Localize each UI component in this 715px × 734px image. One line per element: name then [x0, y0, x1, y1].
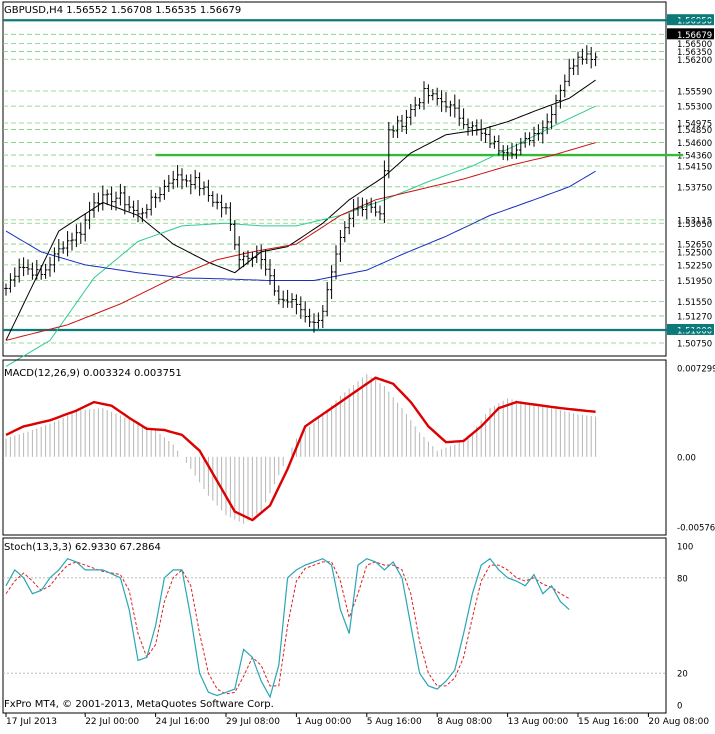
price-tick-label: 1.55590: [677, 88, 712, 98]
current-price-marker: [667, 28, 714, 40]
time-tick-label: 22 Jul 00:00: [85, 717, 139, 727]
price-tick-label: 1.52650: [677, 241, 712, 251]
copyright-label: FxPro MT4, © 2001-2013, MetaQuotes Softw…: [4, 699, 274, 710]
stoch-tick-label: 20: [677, 670, 688, 680]
time-tick-label: 29 Jul 08:00: [226, 717, 280, 727]
price-tick-label: 1.51000: [677, 326, 712, 336]
price-tick-label: 1.53750: [677, 183, 712, 193]
time-tick-label: 17 Jul 2013: [6, 717, 57, 727]
price-tick-label: 1.53050: [677, 220, 712, 230]
time-tick-label: 8 Aug 08:00: [437, 717, 492, 727]
time-axis: 17 Jul 2013 22 Jul 00:00 24 Jul 16:00 29 Ju…: [5, 713, 709, 727]
time-tick-label: 5 Aug 16:00: [367, 717, 422, 727]
macd-tick-label: 0.007299: [677, 365, 715, 375]
main-chart-title: GBPUSD,H4 1.56552 1.56708 1.56535 1.5667…: [4, 5, 241, 16]
price-tick-label: 1.55300: [677, 103, 712, 113]
macd-tick-label: 0.00: [677, 453, 696, 463]
price-tick-label: 1.56350: [677, 48, 712, 58]
macd-title: MACD(12,26,9) 0.003324 0.003751: [4, 368, 182, 379]
price-tick-label: 1.56500: [677, 40, 712, 50]
macd-signal-line: [5, 376, 596, 522]
price-tick-label: 1.56679: [677, 31, 712, 41]
stoch-signal-line: [5, 561, 570, 695]
stoch-title: Stoch(13,3,3) 62.9330 67.2864: [4, 542, 161, 553]
time-tick-label: 24 Jul 16:00: [156, 717, 210, 727]
price-tick-label: 1.54360: [677, 152, 712, 162]
stoch-tick-label: 100: [677, 543, 693, 553]
time-tick-label: 15 Aug 16:00: [578, 717, 639, 727]
price-tick-label: 1.52250: [677, 261, 712, 271]
time-tick-label: 13 Aug 00:00: [508, 717, 569, 727]
price-tick-label: 1.54150: [677, 162, 712, 172]
price-tick-label: 1.50750: [677, 339, 712, 349]
moving-average-line: [5, 142, 596, 341]
price-tick-label: 1.54850: [677, 126, 712, 136]
macd-panel[interactable]: 0.007299 0.00 -0.005769: [2, 359, 715, 536]
stoch-main-line: [5, 557, 570, 699]
stochastic-panel[interactable]: 100 80 20 0: [2, 537, 693, 714]
price-tick-label: 1.51550: [677, 298, 712, 308]
macd-tick-label: -0.005769: [677, 524, 715, 534]
price-tick-label: 1.56200: [677, 56, 712, 66]
moving-average-line: [5, 105, 596, 367]
time-tick-label: 1 Aug 00:00: [296, 717, 351, 727]
price-tick-label: 1.52500: [677, 248, 712, 258]
price-tick-label: 1.53115: [677, 216, 712, 226]
price-tick-label: 1.56950: [677, 17, 712, 27]
time-tick-label: 20 Aug 08:00: [648, 717, 709, 727]
moving-average-line: [5, 170, 596, 281]
price-tick-label: 1.54975: [677, 120, 712, 130]
price-tick-label: 1.51950: [677, 277, 712, 287]
stoch-tick-label: 0: [677, 702, 682, 712]
price-tick-label: 1.54600: [677, 139, 712, 149]
moving-average-line: [5, 79, 596, 341]
stoch-tick-label: 80: [677, 574, 688, 584]
price-tick-label: 1.51270: [677, 312, 712, 322]
